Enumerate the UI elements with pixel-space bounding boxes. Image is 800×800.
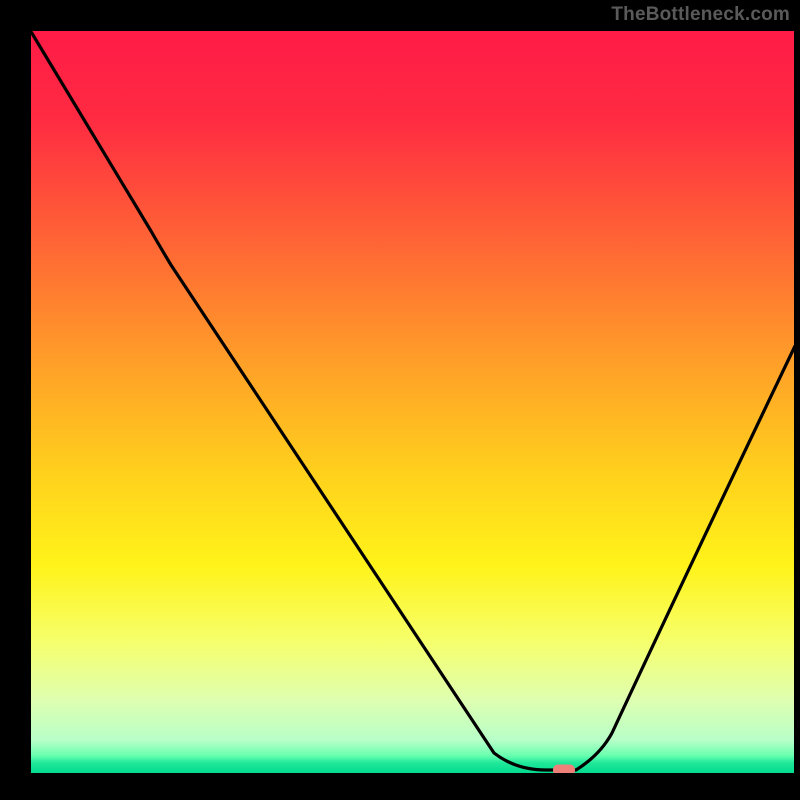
chart-stage: TheBottleneck.com — [0, 0, 800, 800]
plot-area — [30, 30, 795, 774]
bottleneck-chart — [0, 0, 800, 800]
watermark-text: TheBottleneck.com — [611, 4, 790, 26]
